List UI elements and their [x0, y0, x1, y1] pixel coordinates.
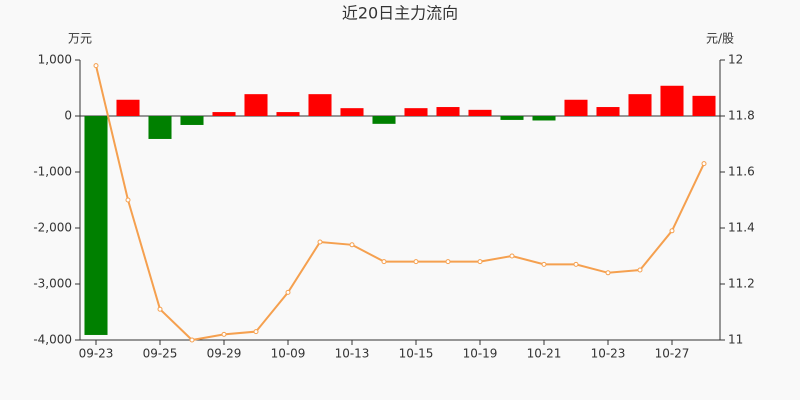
- bar: [372, 116, 396, 124]
- x-tick-label: 10-13: [335, 347, 370, 361]
- bar: [468, 109, 492, 116]
- y-tick-label: -3,000: [33, 277, 72, 291]
- line-point: [637, 267, 643, 273]
- y-tick-label: 1,000: [38, 53, 72, 67]
- bar: [276, 112, 300, 116]
- x-tick-label: 09-23: [79, 347, 114, 361]
- bar: [532, 116, 556, 121]
- y2-tick-label: 11.4: [728, 221, 755, 235]
- x-tick-label: 09-29: [207, 347, 242, 361]
- line-point: [413, 259, 419, 265]
- line: [95, 65, 705, 342]
- y2-tick-label: 12: [728, 53, 743, 67]
- line-point: [381, 259, 387, 265]
- y2-tick-label: 11.8: [728, 109, 755, 123]
- bar: [596, 107, 620, 116]
- chart-title: 近20日主力流向: [342, 4, 458, 23]
- bar: [628, 94, 652, 116]
- x-tick-label: 09-25: [143, 347, 178, 361]
- line-point: [189, 337, 195, 343]
- bar: [308, 94, 332, 116]
- line-point: [445, 259, 451, 265]
- bar: [148, 116, 172, 139]
- bar: [116, 99, 140, 116]
- line-point: [541, 261, 547, 267]
- bar: [212, 112, 236, 116]
- bar: [340, 108, 364, 116]
- y-tick-label: -1,000: [33, 165, 72, 179]
- bar: [660, 85, 684, 116]
- line-point: [93, 63, 99, 69]
- y2-tick-label: 11: [728, 333, 743, 347]
- y-tick-label: -4,000: [33, 333, 72, 347]
- bar: [180, 116, 204, 125]
- bar: [84, 116, 108, 335]
- line-point: [669, 228, 675, 234]
- bar: [404, 108, 428, 116]
- line-point: [125, 197, 131, 203]
- bar: [244, 94, 268, 116]
- x-tick-label: 10-19: [463, 347, 498, 361]
- bar: [436, 107, 460, 116]
- line-point: [477, 259, 483, 265]
- line-point: [701, 161, 707, 167]
- x-tick-label: 10-09: [271, 347, 306, 361]
- y-tick-label: -2,000: [33, 221, 72, 235]
- line-point: [285, 289, 291, 295]
- x-tick-label: 10-23: [591, 347, 626, 361]
- bar: [564, 99, 588, 116]
- bar: [692, 95, 716, 116]
- y-unit: 万元: [68, 32, 92, 46]
- bar: [500, 116, 524, 120]
- y2-tick-label: 11.2: [728, 277, 755, 291]
- y2-tick-label: 11.6: [728, 165, 755, 179]
- line-point: [317, 239, 323, 245]
- line-point: [349, 242, 355, 248]
- line-point: [221, 331, 227, 337]
- y-tick-label: 0: [64, 109, 72, 123]
- line-point: [157, 306, 163, 312]
- line-point: [253, 329, 259, 335]
- y2-unit: 元/股: [706, 32, 734, 46]
- x-tick-label: 10-15: [399, 347, 434, 361]
- line-point: [605, 270, 611, 276]
- x-tick-label: 10-27: [655, 347, 690, 361]
- line-point: [509, 253, 515, 259]
- line-point: [573, 261, 579, 267]
- x-tick-label: 10-21: [527, 347, 562, 361]
